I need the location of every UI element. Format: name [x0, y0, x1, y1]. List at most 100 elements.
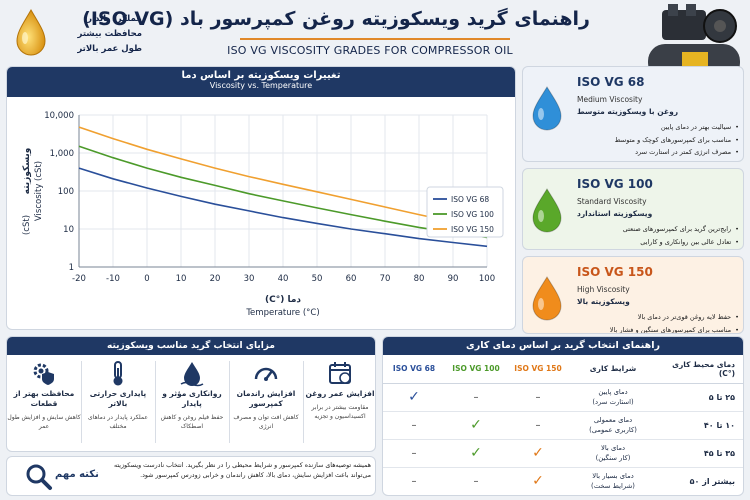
x-tick-label: 0: [144, 274, 149, 284]
grade-bullets: رایج‌ترین گرید برای کمپرسورهای صنعتیتعاد…: [575, 223, 739, 249]
cell-temp: ۱۰ تا ۴۰: [657, 411, 743, 440]
y-tick-label: 1,000: [50, 149, 74, 159]
check-icon: ✓: [532, 473, 544, 489]
y-axis-label-fa: ویسکوزیته: [22, 148, 32, 195]
cell-vg68: –: [383, 411, 445, 440]
grade-bullet: مناسب برای اکثر شرایط کاری عمومی: [575, 248, 739, 249]
condition-label: دمای معمولی: [593, 416, 633, 424]
page-subtitle: ISO VG VISCOSITY GRADES FOR COMPRESSOR O…: [227, 44, 513, 57]
y-tick-label: 1: [69, 263, 74, 273]
cell-vg150: ✓: [507, 439, 569, 468]
benefits-header: مزایای انتخاب گرید مناسب ویسکوزیته: [7, 337, 375, 355]
series-line-iso-vg-68: [78, 167, 488, 248]
benefit-divider: [303, 361, 304, 443]
oil-drop-icon: [532, 276, 562, 321]
y-tick-label: 10: [63, 225, 74, 235]
grade-subtitle: High Viscosity: [577, 285, 630, 294]
col-vg68: ISO VG 68: [383, 355, 445, 384]
grade-bullet: حفظ لایه روغن قوی‌تر در دمای بالا: [575, 311, 739, 324]
x-tick-label: 70: [380, 274, 391, 284]
benefit-desc: عملکرد پایدار در دماهای مختلف: [88, 414, 148, 430]
cell-vg150: ✓: [507, 467, 569, 495]
benefit-item: محافظت بهتر از قطعات کاهش سایش و افزایش ط…: [7, 357, 81, 451]
dash-icon: –: [535, 419, 541, 431]
x-tick-label: 30: [244, 274, 255, 284]
x-tick-label: 50: [312, 274, 323, 284]
cell-vg68: ✓: [383, 383, 445, 412]
grade-bullet: مناسب برای کمپرسورهای کوچک و متوسط: [575, 134, 739, 147]
check-icon: ✓: [408, 389, 420, 405]
table-header: راهنمای انتخاب گرید بر اساس دمای کاری: [383, 337, 743, 355]
x-tick-label: 40: [278, 274, 289, 284]
note-title: نکته مهم: [55, 469, 99, 480]
cell-vg150: –: [507, 383, 569, 412]
benefit-title: روانکاری مؤثر و پایدار: [162, 389, 222, 408]
x-tick-label: 100: [479, 274, 495, 284]
cell-temp: ۳۵ تا ۴۵: [657, 439, 743, 468]
condition-label: دمای پایین: [598, 388, 628, 396]
x-tick-label: -20: [72, 274, 86, 284]
title-underline: [240, 38, 510, 40]
benefit-title: افزایش راندمان کمپرسور: [236, 389, 296, 408]
grade-subtitle-fa: ویسکوزیته استاندارد: [577, 209, 653, 218]
table-row: – ✓ ✓ دمای بالا (کار سنگین) ۳۵ تا ۴۵: [383, 439, 743, 468]
y-tick-label: 10,000: [44, 111, 74, 121]
benefit-divider: [155, 361, 156, 443]
legend-label: ISO VG 68: [451, 195, 489, 204]
x-tick-label: 90: [448, 274, 459, 284]
dash-icon: –: [411, 419, 417, 431]
oil-drop-icon: [180, 362, 204, 387]
condition-label: دمای بسیار بالا: [592, 472, 634, 480]
cell-vg100: –: [445, 383, 507, 412]
x-tick-label: 20: [210, 274, 221, 284]
grade-bullet: مناسب برای کمپرسورهای سنگین و فشار بالا: [575, 324, 739, 334]
benefit-desc: کاهش سایش و افزایش طول عمر: [7, 414, 81, 430]
cell-temp: ۲۵ تا ۵: [657, 383, 743, 412]
gear-shield-icon: [33, 363, 54, 385]
grade-card: ISO VG 100 Standard Viscosity ویسکوزیته اس…: [522, 168, 744, 250]
x-axis-label: Temperature (°C): [245, 308, 319, 318]
grade-bullet: رایج‌ترین گرید برای کمپرسورهای صنعتی: [575, 223, 739, 236]
legend-label: ISO VG 100: [451, 210, 494, 219]
grade-card: ISO VG 150 High Viscosity ویسکوزیته بالا حف…: [522, 256, 744, 334]
cell-conditions: دمای بسیار بالا (شرایط سخت): [569, 467, 657, 495]
oil-drop-icon: [532, 188, 562, 233]
grade-bullet: مصرف انرژی کمتر در استارت سرد: [575, 146, 739, 159]
grade-name: ISO VG 100: [577, 177, 653, 191]
grade-card: ISO VG 68 Medium Viscosity روغن با ویسکوزی…: [522, 66, 744, 162]
cell-temp: بیشتر از ۵۰: [657, 467, 743, 495]
oil-drop-icon: [532, 86, 562, 131]
gauge-icon: [254, 367, 278, 381]
benefit-desc: مقاومت بیشتر در برابر اکسیداسیون و تجزیه: [311, 404, 369, 420]
x-tick-label: 80: [414, 274, 425, 284]
note-text: همیشه توصیه‌های سازنده کمپرسور و شرایط م…: [113, 462, 371, 479]
benefit-item: افزایش راندمان کمپرسور کاهش افت توان و مص…: [229, 357, 303, 451]
benefit-title: پایداری حرارتی بالاتر: [89, 389, 147, 408]
x-axis-label-fa: دما (°C): [265, 295, 301, 305]
benefit-title: افزایش عمر روغن: [305, 389, 375, 398]
selection-table-panel: راهنمای انتخاب گرید بر اساس دمای کاری IS…: [382, 336, 744, 496]
dash-icon: –: [535, 391, 541, 403]
x-tick-label: 10: [176, 274, 187, 284]
grade-subtitle: Medium Viscosity: [577, 95, 643, 104]
check-icon: ✓: [470, 445, 482, 461]
selection-table: ISO VG 68 ISO VG 100 ISO VG 150 شرایط کا…: [383, 355, 743, 495]
grade-bullet: تعادل عالی بین روانکاری و کارایی: [575, 236, 739, 249]
col-conditions: شرایط کاری: [569, 355, 657, 384]
col-vg150: ISO VG 150: [507, 355, 569, 384]
dash-icon: –: [411, 475, 417, 487]
table-row: – ✓ – دمای معمولی (کاربری عمومی) ۱۰ تا ۴۰: [383, 411, 743, 440]
benefit-title: محافظت بهتر از قطعات: [13, 389, 75, 408]
table-row: ✓ – – دمای پایین (استارت سرد) ۲۵ تا ۵: [383, 383, 743, 412]
grade-bullets: حفظ لایه روغن قوی‌تر در دمای بالامناسب ب…: [575, 311, 739, 334]
dash-icon: –: [473, 475, 479, 487]
check-icon: ✓: [532, 445, 544, 461]
chart-header: تغییرات ویسکوزیته بر اساس دما Viscosity …: [7, 67, 515, 97]
benefit-desc: حفظ فیلم روغن و کاهش اصطکاک: [160, 414, 224, 430]
cell-vg68: –: [383, 467, 445, 495]
col-temp: دمای محیط کاری (°C): [657, 355, 743, 384]
cell-vg100: ✓: [445, 411, 507, 440]
calendar-icon: [329, 362, 351, 384]
viscosity-chart: -20 -10 0 10 20 30 40 50 60 70 80 90 1001101001,0001…: [22, 111, 504, 318]
grade-subtitle-fa: روغن با ویسکوزیته متوسط: [577, 107, 679, 116]
